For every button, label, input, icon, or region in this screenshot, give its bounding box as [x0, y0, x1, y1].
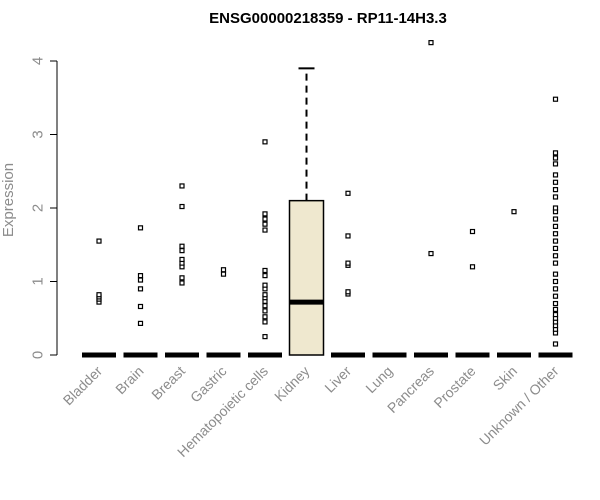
box-pancreas: [414, 40, 448, 358]
outlier-point: [345, 289, 351, 295]
box-kidney: [288, 67, 325, 356]
outlier-point: [220, 267, 227, 273]
interquartile-box: [288, 199, 325, 356]
box-unknown-other: [538, 96, 573, 358]
outlier-point: [552, 293, 559, 299]
outlier-point: [137, 286, 144, 292]
x-tick-label: Prostate: [430, 363, 478, 411]
outlier-point: [137, 277, 144, 283]
x-tick-label: Unknown / Other: [476, 363, 562, 449]
outlier-point: [469, 228, 476, 235]
outlier-point: [137, 273, 144, 279]
box-skin: [497, 209, 531, 358]
y-tick-label: 2: [30, 204, 47, 212]
outlier-point: [96, 292, 102, 298]
outlier-point: [262, 273, 268, 279]
outlier-point: [179, 280, 185, 286]
outlier-point: [552, 161, 559, 167]
outlier-point: [262, 303, 268, 309]
y-axis: 0 1 2 3 4: [30, 57, 58, 359]
outlier-point: [428, 250, 434, 257]
box-liver: [331, 190, 365, 358]
outlier-point: [552, 150, 559, 156]
outlier-point: [552, 278, 559, 285]
outlier-point: [262, 292, 268, 298]
outlier-point: [552, 238, 559, 244]
x-tick-label: Breast: [148, 363, 188, 403]
plot-area: [82, 40, 573, 358]
outlier-point: [552, 223, 559, 229]
x-tick-label: Kidney: [271, 363, 313, 405]
outlier-point: [262, 282, 268, 288]
outlier-point: [552, 245, 559, 252]
outlier-point: [262, 314, 268, 320]
outlier-point: [552, 187, 559, 193]
outlier-point: [262, 139, 268, 145]
outlier-point: [345, 260, 351, 266]
x-tick-label: Bladder: [60, 363, 106, 409]
outlier-point: [552, 306, 559, 313]
box-brain: [123, 225, 158, 358]
outlier-point: [345, 233, 351, 239]
outlier-point: [179, 203, 185, 210]
y-tick-label: 1: [30, 277, 47, 285]
x-tick-label: Lung: [362, 363, 395, 396]
outlier-point: [262, 227, 268, 233]
outlier-point: [552, 260, 559, 266]
y-tick-label: 3: [30, 130, 47, 138]
outlier-point: [552, 311, 559, 318]
outlier-point: [96, 238, 102, 244]
outlier-point: [345, 190, 351, 196]
outlier-point: [179, 243, 185, 249]
outlier-point: [428, 40, 434, 46]
outlier-point: [179, 248, 185, 254]
outlier-point: [179, 256, 185, 263]
outlier-point: [262, 211, 268, 217]
y-axis-label: Expression: [0, 163, 17, 237]
box-bladder: [82, 238, 116, 358]
chart-title: ENSG00000218359 - RP11-14H3.3: [209, 10, 447, 27]
outlier-point: [262, 308, 268, 314]
x-tick-label: Brain: [112, 363, 146, 397]
outlier-point: [552, 231, 559, 237]
x-tick-label: Skin: [490, 363, 521, 394]
outlier-point: [552, 155, 559, 161]
outlier-point: [137, 303, 144, 310]
outlier-point: [511, 209, 517, 215]
outlier-point: [552, 172, 559, 178]
outlier-point: [552, 179, 559, 185]
outlier-point: [262, 334, 268, 340]
outlier-point: [552, 253, 559, 259]
outlier-point: [469, 264, 476, 270]
outlier-point: [179, 183, 185, 189]
outlier-point: [552, 96, 559, 102]
outlier-point: [262, 216, 268, 222]
outlier-point: [220, 271, 227, 277]
y-tick-label: 0: [30, 351, 47, 359]
outlier-point: [552, 205, 559, 211]
x-tick-label: Liver: [321, 363, 354, 396]
outlier-point: [262, 267, 268, 274]
outlier-point: [552, 286, 559, 292]
outlier-point: [137, 225, 144, 231]
outlier-point: [552, 194, 559, 200]
box-hematopoietic-cells: [248, 139, 282, 358]
outlier-point: [552, 300, 559, 307]
outlier-point: [262, 319, 268, 325]
outlier-point: [552, 341, 559, 347]
box-prostate: [455, 228, 490, 358]
outlier-point: [262, 221, 268, 227]
outlier-point: [179, 275, 185, 281]
outlier-point: [552, 271, 559, 277]
box-breast: [165, 183, 199, 358]
outlier-point: [552, 216, 559, 222]
y-tick-label: 4: [30, 57, 47, 65]
outlier-point: [137, 320, 144, 326]
box-gastric: [206, 267, 241, 358]
